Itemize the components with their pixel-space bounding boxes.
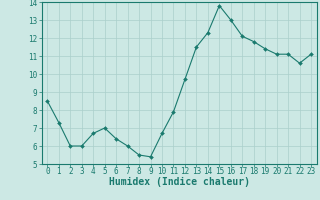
X-axis label: Humidex (Indice chaleur): Humidex (Indice chaleur) — [109, 177, 250, 187]
